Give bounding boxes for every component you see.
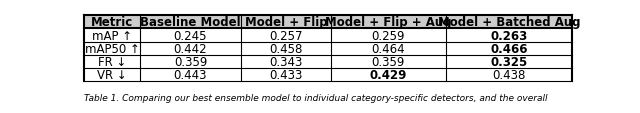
Bar [140,29,241,42]
Text: 0.433: 0.433 [269,68,303,81]
Text: mAP50 ↑: mAP50 ↑ [84,42,140,55]
Text: 0.359: 0.359 [372,55,405,68]
Bar [84,29,140,42]
Bar [84,68,140,81]
Text: FR ↓: FR ↓ [98,55,126,68]
Bar [241,29,331,42]
Bar [140,68,241,81]
Bar [84,42,140,55]
Bar [331,55,445,68]
Bar [331,68,445,81]
Text: Metric: Metric [91,16,133,29]
Text: 0.464: 0.464 [372,42,405,55]
Bar [331,16,445,29]
Text: 0.438: 0.438 [492,68,525,81]
Text: 0.429: 0.429 [370,68,407,81]
Text: 0.343: 0.343 [269,55,303,68]
Bar [140,42,241,55]
Text: 0.359: 0.359 [174,55,207,68]
Text: Baseline Model: Baseline Model [140,16,241,29]
Text: Model + Flip: Model + Flip [244,16,327,29]
Text: Table 1. Comparing our best ensemble model to individual category-specific detec: Table 1. Comparing our best ensemble mod… [84,94,547,102]
Text: 0.263: 0.263 [490,29,527,42]
Bar [241,68,331,81]
Bar [331,42,445,55]
Bar [445,68,572,81]
Bar [140,55,241,68]
Bar [445,16,572,29]
Text: 0.259: 0.259 [372,29,405,42]
Bar [84,16,140,29]
Bar [241,55,331,68]
Bar [445,29,572,42]
Text: mAP ↑: mAP ↑ [92,29,132,42]
Text: 0.443: 0.443 [173,68,207,81]
Bar [140,16,241,29]
Bar [445,42,572,55]
Text: 0.257: 0.257 [269,29,303,42]
Bar [241,16,331,29]
Text: 0.325: 0.325 [490,55,527,68]
Bar [331,29,445,42]
Text: 0.458: 0.458 [269,42,303,55]
Text: VR ↓: VR ↓ [97,68,127,81]
Text: 0.245: 0.245 [173,29,207,42]
Text: 0.442: 0.442 [173,42,207,55]
Bar [84,55,140,68]
Text: Model + Batched Aug: Model + Batched Aug [438,16,580,29]
Text: 0.466: 0.466 [490,42,527,55]
Bar [445,55,572,68]
Bar [241,42,331,55]
Text: Model + Flip + Aug: Model + Flip + Aug [325,16,452,29]
